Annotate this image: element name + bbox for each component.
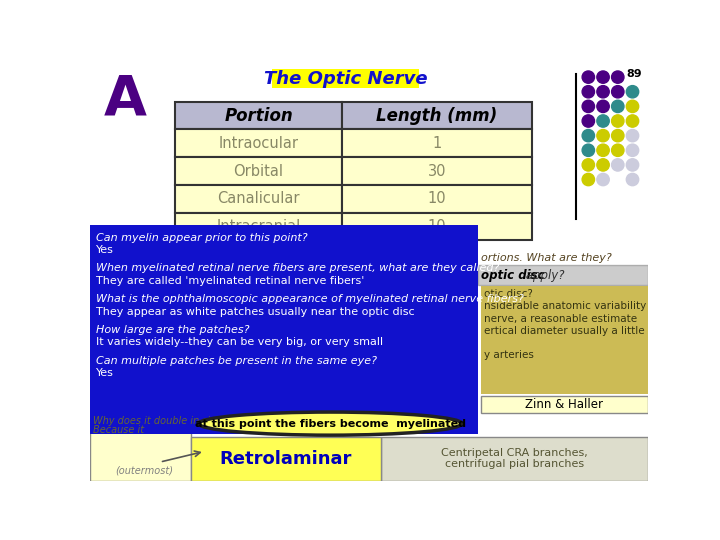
Circle shape xyxy=(611,130,624,142)
Circle shape xyxy=(626,173,639,186)
Text: otic disc?: otic disc? xyxy=(484,289,533,299)
Text: They appear as white patches usually near the optic disc: They appear as white patches usually nea… xyxy=(96,307,415,316)
Circle shape xyxy=(597,71,609,83)
Text: Portion: Portion xyxy=(224,106,293,125)
Circle shape xyxy=(582,100,595,112)
Text: Canalicular: Canalicular xyxy=(217,191,300,206)
FancyBboxPatch shape xyxy=(342,130,532,157)
FancyBboxPatch shape xyxy=(477,265,648,285)
FancyBboxPatch shape xyxy=(90,413,191,481)
Text: Yes: Yes xyxy=(96,245,114,255)
Text: What is the ophthalmoscopic appearance of myelinated retinal nerve fibers?: What is the ophthalmoscopic appearance o… xyxy=(96,294,524,304)
Text: 10: 10 xyxy=(428,191,446,206)
FancyBboxPatch shape xyxy=(191,437,381,481)
FancyBboxPatch shape xyxy=(342,185,532,213)
Ellipse shape xyxy=(199,412,462,435)
Circle shape xyxy=(582,71,595,83)
Text: The Optic Nerve: The Optic Nerve xyxy=(264,70,428,87)
Text: optic disc: optic disc xyxy=(482,268,545,281)
FancyBboxPatch shape xyxy=(175,213,342,240)
FancyBboxPatch shape xyxy=(342,213,532,240)
Text: Length (mm): Length (mm) xyxy=(376,106,498,125)
FancyBboxPatch shape xyxy=(175,130,342,157)
FancyBboxPatch shape xyxy=(482,396,648,413)
Text: Can myelin appear prior to this point?: Can myelin appear prior to this point? xyxy=(96,233,308,242)
Circle shape xyxy=(597,100,609,112)
Circle shape xyxy=(611,71,624,83)
Text: Yes: Yes xyxy=(96,368,114,378)
Circle shape xyxy=(611,144,624,157)
FancyBboxPatch shape xyxy=(342,102,532,130)
Text: Centripetal CRA branches,
centrifugal pial branches: Centripetal CRA branches, centrifugal pi… xyxy=(441,448,588,469)
Text: Can multiple patches be present in the same eye?: Can multiple patches be present in the s… xyxy=(96,356,377,366)
Text: 1: 1 xyxy=(432,136,441,151)
Circle shape xyxy=(597,144,609,157)
Text: apply?: apply? xyxy=(522,268,564,281)
FancyBboxPatch shape xyxy=(381,437,648,481)
Circle shape xyxy=(611,159,624,171)
Circle shape xyxy=(626,144,639,157)
Circle shape xyxy=(626,100,639,112)
FancyBboxPatch shape xyxy=(175,157,342,185)
Circle shape xyxy=(611,100,624,112)
Text: Zinn & Haller: Zinn & Haller xyxy=(526,398,603,411)
Text: 89: 89 xyxy=(626,70,642,79)
Text: A: A xyxy=(104,72,147,126)
Circle shape xyxy=(597,115,609,127)
Text: y arteries: y arteries xyxy=(484,350,534,361)
Text: Retrolaminar: Retrolaminar xyxy=(219,450,351,468)
Text: Orbital: Orbital xyxy=(233,164,284,179)
Text: Intracranial: Intracranial xyxy=(217,219,301,234)
FancyBboxPatch shape xyxy=(342,157,532,185)
FancyBboxPatch shape xyxy=(272,70,419,88)
FancyBboxPatch shape xyxy=(175,185,342,213)
Circle shape xyxy=(611,85,624,98)
FancyBboxPatch shape xyxy=(90,225,477,434)
Circle shape xyxy=(582,85,595,98)
Circle shape xyxy=(582,130,595,142)
Circle shape xyxy=(582,159,595,171)
Text: Why does it double in size?: Why does it double in size? xyxy=(93,416,227,426)
Circle shape xyxy=(597,130,609,142)
Text: 30: 30 xyxy=(428,164,446,179)
Text: 10: 10 xyxy=(428,219,446,234)
FancyBboxPatch shape xyxy=(482,286,648,394)
Circle shape xyxy=(626,115,639,127)
Circle shape xyxy=(626,159,639,171)
Text: How large are the patches?: How large are the patches? xyxy=(96,325,250,335)
Circle shape xyxy=(582,173,595,186)
Text: Intraocular: Intraocular xyxy=(219,136,299,151)
Text: When myelinated retinal nerve fibers are present, what are they called?: When myelinated retinal nerve fibers are… xyxy=(96,264,500,273)
Circle shape xyxy=(597,85,609,98)
Text: It varies widely--they can be very big, or very small: It varies widely--they can be very big, … xyxy=(96,338,383,347)
Circle shape xyxy=(597,173,609,186)
Text: ertical diameter usually a little: ertical diameter usually a little xyxy=(484,326,644,336)
Circle shape xyxy=(626,85,639,98)
Text: nerve, a reasonable estimate: nerve, a reasonable estimate xyxy=(484,314,636,323)
Circle shape xyxy=(626,130,639,142)
Circle shape xyxy=(582,115,595,127)
Circle shape xyxy=(611,115,624,127)
Text: Because it: Because it xyxy=(93,425,144,435)
Text: at this point the fibers become  myelinated: at this point the fibers become myelinat… xyxy=(194,418,466,429)
FancyBboxPatch shape xyxy=(175,102,342,130)
Circle shape xyxy=(597,159,609,171)
Text: nsiderable anatomic variability: nsiderable anatomic variability xyxy=(484,301,646,311)
Text: They are called 'myelinated retinal nerve fibers': They are called 'myelinated retinal nerv… xyxy=(96,276,364,286)
Text: (outermost): (outermost) xyxy=(114,465,173,475)
Text: ortions. What are they?: ortions. What are they? xyxy=(482,253,612,264)
Circle shape xyxy=(582,144,595,157)
